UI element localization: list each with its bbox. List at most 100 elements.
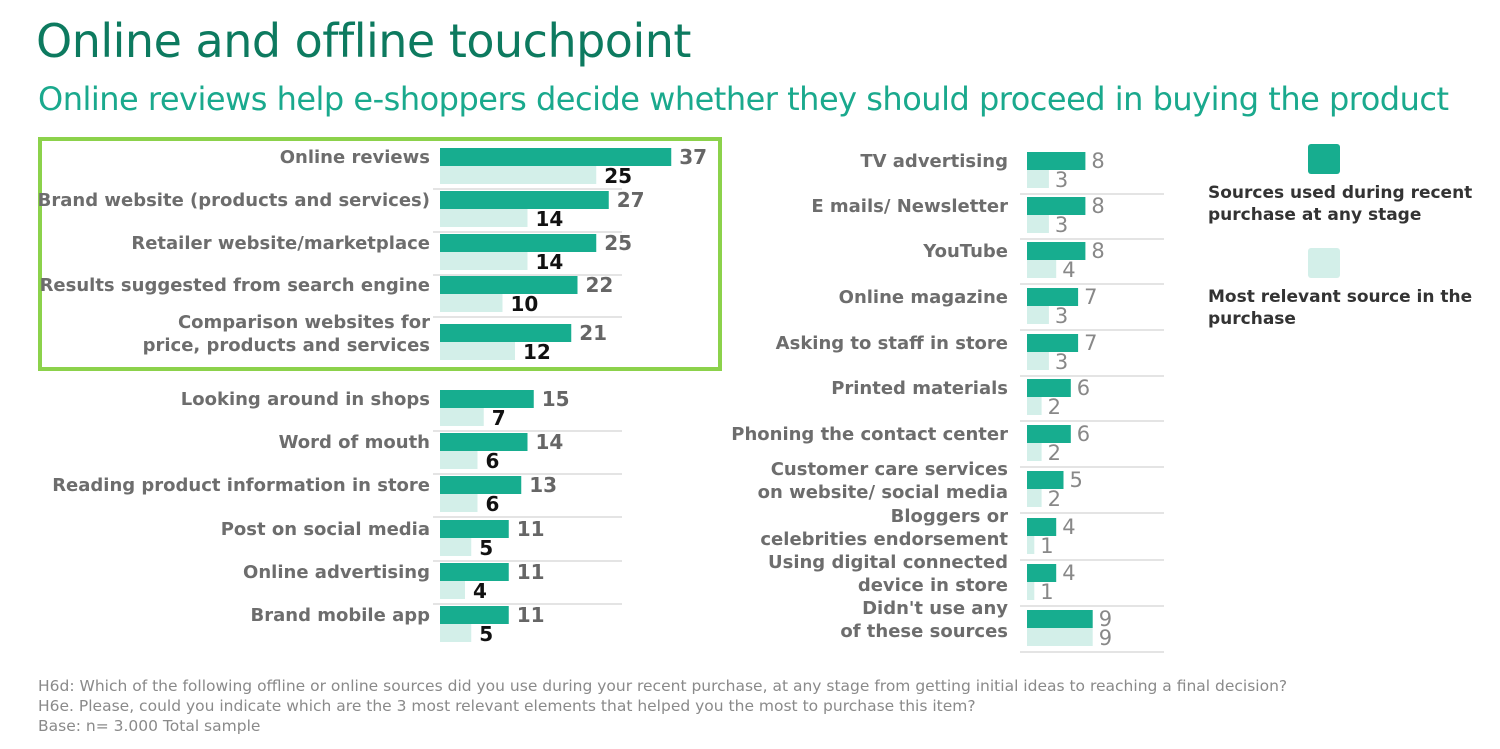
footnotes: H6d: Which of the following offline or o…: [38, 676, 1287, 736]
value-label-relevant: 4: [1062, 258, 1075, 282]
value-label-used: 4: [1062, 561, 1075, 585]
category-label: TV advertising: [860, 151, 1008, 172]
chart-row-2: 84 YouTube: [922, 239, 1164, 285]
category-label: Brand mobile app: [251, 605, 431, 626]
chart-row-1: 27 14 Brand website (products and services…: [38, 188, 645, 233]
category-label: Printed materials: [831, 378, 1008, 399]
value-label-relevant: 9: [1099, 626, 1112, 650]
bar-used: [1027, 152, 1086, 170]
bar-relevant: [1027, 536, 1035, 554]
bar-used: [1027, 288, 1079, 306]
bar-used: [440, 606, 509, 624]
chart-row-7: 52 Customer care services on website/ soci…: [758, 459, 1164, 514]
value-label-relevant: 7: [492, 406, 506, 430]
bar-used: [1027, 518, 1057, 536]
bar-relevant: [440, 342, 515, 360]
value-label-used: 22: [586, 273, 614, 297]
bar-relevant: [440, 581, 465, 599]
bar-used: [440, 476, 522, 494]
page-subtitle: Online reviews help e-shoppers decide wh…: [38, 80, 1449, 118]
value-label-relevant: 3: [1055, 350, 1068, 374]
chart-row-1: 83 E mails/ Newsletter: [811, 194, 1164, 240]
chart-row-6: 62 Phoning the contact center: [731, 422, 1164, 468]
bar-used: [440, 390, 534, 408]
chart-row-5: 15 7 Looking around in shops: [181, 387, 622, 432]
bar-used: [1027, 564, 1057, 582]
value-label-relevant: 2: [1048, 395, 1061, 419]
bar-used: [440, 520, 509, 538]
value-label-relevant: 6: [486, 449, 500, 473]
footnote-base: Base: n= 3.000 Total sample: [38, 717, 261, 735]
category-label: Results suggested from search engine: [40, 275, 430, 296]
chart-row-4: 73 Asking to staff in store: [776, 331, 1164, 377]
value-label-used: 11: [517, 560, 545, 584]
legend-item-relevant: Most relevant source in the purchase: [1208, 248, 1478, 330]
value-label-used: 21: [579, 321, 607, 345]
bar-used: [440, 191, 609, 209]
value-label-relevant: 4: [473, 579, 487, 603]
bar-used: [440, 563, 509, 581]
bar-relevant: [440, 624, 472, 642]
bar-used: [440, 433, 528, 451]
value-label-used: 7: [1084, 331, 1097, 355]
chart-row-3: 22 10 Results suggested from search engine: [40, 273, 622, 318]
chart-row-9: 41 Using digital connected device in store: [768, 552, 1164, 607]
value-label-used: 8: [1091, 239, 1104, 263]
left-bar-chart: 37 25 Online reviews 27 14 Brand website (pro…: [38, 145, 707, 646]
bar-used: [1027, 197, 1086, 215]
legend: Sources used during recent purchase at a…: [1208, 144, 1478, 352]
chart-row-9: 11 4 Online advertising: [243, 560, 622, 605]
category-label: YouTube: [922, 241, 1008, 262]
category-label: E mails/ Newsletter: [811, 196, 1008, 217]
value-label-used: 4: [1062, 515, 1075, 539]
chart-row-8: 11 5 Post on social media: [221, 517, 622, 562]
bar-relevant: [1027, 397, 1042, 415]
value-label-relevant: 2: [1048, 441, 1061, 465]
value-label-relevant: 3: [1055, 304, 1068, 328]
bar-used: [1027, 242, 1086, 260]
value-label-used: 13: [529, 473, 557, 497]
value-label-relevant: 2: [1048, 487, 1061, 511]
bar-used: [1027, 610, 1093, 628]
bar-relevant: [1027, 443, 1042, 461]
chart-row-4: 21 12 Comparison websites for price, produc…: [143, 312, 608, 364]
value-label-relevant: 5: [479, 536, 493, 560]
chart-row-10: 99 Didn't use any of these sources: [840, 598, 1164, 653]
bar-relevant: [1027, 352, 1049, 370]
bar-used: [440, 234, 597, 252]
legend-item-used: Sources used during recent purchase at a…: [1208, 144, 1478, 226]
legend-swatch-used: [1308, 144, 1340, 174]
category-label: Looking around in shops: [181, 389, 430, 410]
category-label: Post on social media: [221, 519, 430, 540]
bar-relevant: [440, 209, 528, 227]
bar-relevant: [1027, 582, 1035, 600]
bar-used: [1027, 471, 1064, 489]
chart-row-5: 62 Printed materials: [831, 376, 1164, 422]
value-label-used: 6: [1077, 422, 1090, 446]
category-label: Online reviews: [280, 147, 430, 168]
value-label-used: 15: [542, 387, 570, 411]
chart-row-7: 13 6 Reading product information in store: [52, 473, 622, 518]
footnote-h6d: H6d: Which of the following offline or o…: [38, 677, 1288, 695]
value-label-relevant: 14: [536, 250, 564, 274]
bar-relevant: [1027, 215, 1049, 233]
value-label-relevant: 25: [604, 164, 632, 188]
chart-row-8: 41 Bloggers or celebrities endorsement: [760, 506, 1164, 561]
category-label: Word of mouth: [279, 432, 430, 453]
value-label-used: 11: [517, 603, 545, 627]
value-label-relevant: 10: [511, 292, 539, 316]
bar-relevant: [440, 252, 528, 270]
bar-relevant: [440, 294, 503, 312]
bar-relevant: [1027, 170, 1049, 188]
value-label-used: 6: [1077, 376, 1090, 400]
legend-swatch-relevant: [1308, 248, 1340, 278]
bar-used: [1027, 334, 1079, 352]
chart-row-2: 25 14 Retailer website/marketplace: [131, 231, 632, 276]
value-label-used: 8: [1091, 194, 1104, 218]
bar-relevant: [1027, 306, 1049, 324]
bar-relevant: [440, 538, 472, 556]
footnote-h6e: H6e. Please, could you indicate which ar…: [38, 697, 976, 715]
page-title: Online and offline touchpoint: [36, 14, 691, 68]
category-label: Phoning the contact center: [731, 424, 1008, 445]
